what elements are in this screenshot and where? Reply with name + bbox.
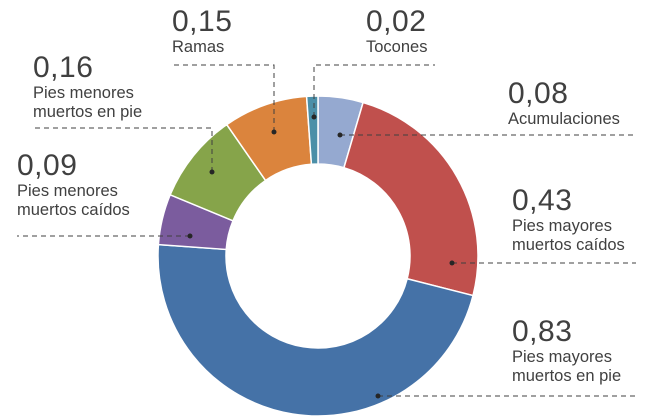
leader-line (172, 64, 275, 132)
value-pies-mayores-caidos: 0,43 (512, 184, 573, 217)
value-pies-mayores-en-pie: 0,83 (512, 315, 573, 348)
label-pies-mayores-caidos: 0,43 Pies mayores muertos caídos (512, 185, 642, 255)
name-pies-menores-en-pie: Pies menores muertos en pie (33, 83, 143, 121)
donut-slice-tocones (305, 95, 319, 166)
name-acumulaciones: Acumulaciones (508, 109, 620, 128)
name-pies-menores-caidos: Pies menores muertos caídos (17, 181, 130, 219)
name-pies-mayores-caidos: Pies mayores muertos caídos (512, 216, 625, 254)
label-ramas: 0,15 Ramas (172, 6, 232, 57)
name-ramas: Ramas (172, 37, 225, 56)
donut-slice-pies-mayores-muertos-en-pie (157, 243, 474, 417)
leader-dot (209, 169, 215, 175)
label-pies-menores-caidos: 0,09 Pies menores muertos caídos (17, 150, 147, 220)
value-pies-menores-en-pie: 0,16 (33, 51, 94, 84)
name-pies-mayores-en-pie: Pies mayores muertos en pie (512, 347, 622, 385)
value-ramas: 0,15 (172, 5, 233, 38)
leader-line (33, 127, 213, 172)
label-pies-menores-en-pie: 0,16 Pies menores muertos en pie (33, 52, 183, 122)
label-tocones: 0,02 Tocones (366, 6, 427, 57)
leader-dot (187, 233, 193, 239)
leader-dot (449, 260, 455, 266)
leader-dot (375, 393, 381, 399)
leader-dot (311, 114, 317, 120)
donut-slice-pies-mayores-muertos-caídos (342, 101, 479, 297)
label-pies-mayores-en-pie: 0,83 Pies mayores muertos en pie (512, 316, 642, 386)
leader-dot (337, 132, 343, 138)
leader-dot (271, 129, 277, 135)
name-tocones: Tocones (366, 37, 428, 56)
value-acumulaciones: 0,08 (508, 77, 569, 110)
value-tocones: 0,02 (366, 5, 427, 38)
label-acumulaciones: 0,08 Acumulaciones (508, 78, 620, 129)
value-pies-menores-caidos: 0,09 (17, 149, 78, 182)
